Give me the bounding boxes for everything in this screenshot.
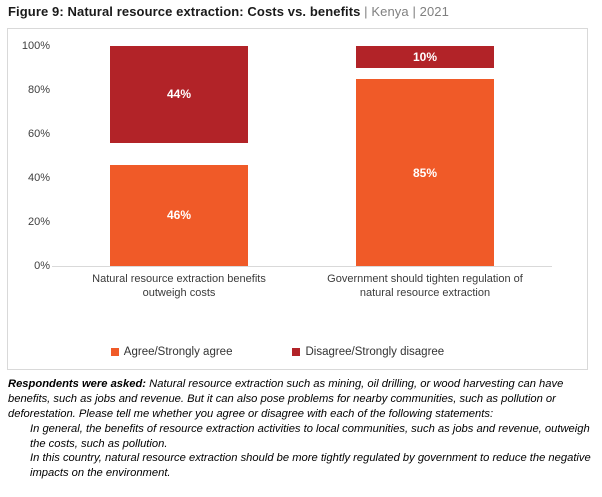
legend-label-agree: Agree/Strongly agree	[123, 346, 233, 358]
y-tick-label: 20%	[27, 216, 50, 228]
footnote-intro: Respondents were asked: Natural resource…	[8, 377, 594, 422]
legend-swatch-agree-icon	[110, 348, 119, 356]
legend: Agree/Strongly agree Disagree/Strongly d…	[8, 346, 587, 358]
footnote-statement-2: In this country, natural resource extrac…	[30, 452, 591, 480]
chart-panel: 0% 20% 40% 60% 80% 100% 46% 44% 85% 10% Natural…	[7, 28, 588, 370]
bar-segment: 46%	[110, 164, 248, 266]
x-axis-baseline	[52, 266, 552, 267]
category-label-regulation: Government should tighten regulation of …	[327, 273, 523, 300]
bar-segment: 10%	[356, 46, 494, 68]
y-tick-label: 100%	[21, 40, 50, 52]
legend-item-agree: Agree/Strongly agree	[110, 346, 233, 358]
y-tick-label: 40%	[27, 172, 50, 184]
figure-title-main: Figure 9: Natural resource extraction: C…	[8, 4, 361, 19]
footnote: Respondents were asked: Natural resource…	[8, 377, 594, 481]
stacked-bar: 46% 44%	[110, 46, 248, 266]
bar-column-benefits: 46% 44%	[56, 46, 302, 266]
y-tick-label: 0%	[34, 260, 50, 272]
legend-swatch-disagree-icon	[292, 348, 301, 356]
y-tick-label: 80%	[27, 84, 50, 96]
bar-segment: 44%	[110, 46, 248, 143]
footnote-intro-rest: Natural resource extraction such as mini…	[8, 378, 564, 420]
legend-item-disagree: Disagree/Strongly disagree	[292, 346, 444, 358]
bar-value-label: 44%	[166, 87, 191, 102]
legend-label-disagree: Disagree/Strongly disagree	[305, 346, 445, 358]
bar-column-regulation: 85% 10%	[302, 46, 548, 266]
figure-title-suffix: | Kenya | 2021	[360, 4, 449, 19]
y-axis: 0% 20% 40% 60% 80% 100%	[8, 40, 50, 272]
footnote-intro-bold: Respondents were asked:	[8, 378, 147, 390]
figure-title: Figure 9: Natural resource extraction: C…	[8, 4, 449, 19]
bar-value-label: 46%	[166, 208, 191, 223]
y-tick-label: 60%	[27, 128, 50, 140]
bar-value-label: 10%	[412, 50, 437, 64]
bar-segment: 85%	[356, 79, 494, 266]
stacked-bar: 85% 10%	[356, 46, 494, 266]
footnote-statement-1: In general, the benefits of resource ext…	[30, 422, 590, 450]
bar-value-label: 85%	[412, 165, 437, 180]
category-labels: Natural resource extraction benefits out…	[56, 272, 548, 301]
category-label-benefits: Natural resource extraction benefits out…	[92, 273, 266, 300]
plot-area: 46% 44% 85% 10%	[56, 46, 548, 266]
